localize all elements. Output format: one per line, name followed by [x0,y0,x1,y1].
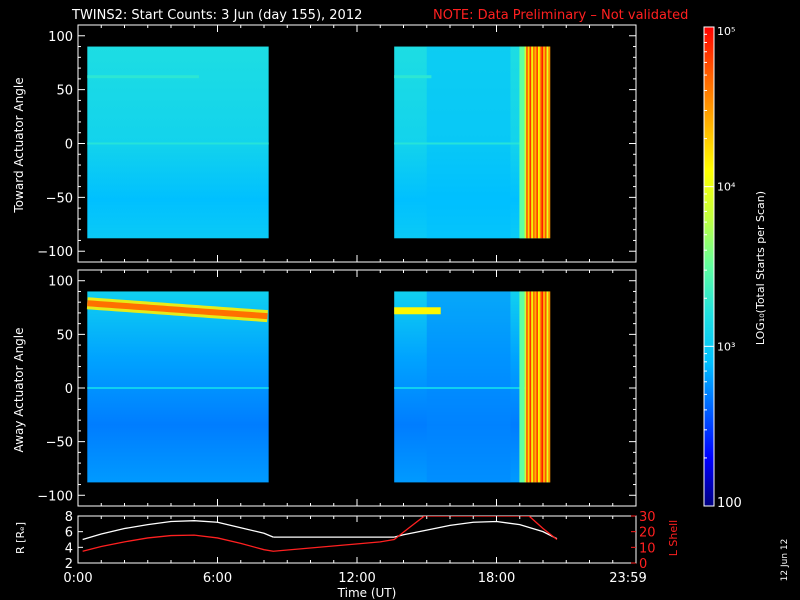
ytick-label: −100 [37,245,73,260]
colorbar-tick-label: 10⁴ [717,181,736,194]
high-count-stripe [548,291,551,483]
high-count-stripe [548,46,551,239]
high-count-stripe [536,291,539,483]
heatmap-dim-strip [426,291,511,483]
heatmap-dim-strip [426,46,511,239]
lshell-ylabel: L Shell [667,520,680,556]
ytick-label: 0 [65,382,73,397]
ytick-label: 0 [65,138,73,153]
zero-angle-line [87,142,269,145]
r-tick-label: 2 [65,557,73,572]
colorbar-tick-label: 100 [717,496,742,511]
high-count-stripe [546,291,549,483]
high-count-stripe [527,291,530,483]
series-line-r [394,520,558,540]
heatmap-band-away [394,307,441,315]
high-count-stripe [524,46,527,239]
high-count-stripe [541,291,544,483]
high-count-stripe [538,46,541,239]
zero-angle-line [394,387,550,389]
ytick-label: −100 [37,489,73,504]
lshell-tick-label: 0 [639,557,647,572]
high-count-stripe [541,46,544,239]
ytick-label: −50 [46,191,73,206]
high-count-stripe [546,46,549,239]
high-count-stripe [529,46,532,239]
high-count-stripe [524,291,527,483]
time-tick-label: 18:00 [478,571,515,586]
time-tick-label: 0:00 [63,571,92,586]
high-count-stripe [531,291,534,483]
high-count-stripe [532,46,535,239]
colorbar-label: LOG₁₀(Total Starts per Scan) [754,191,767,345]
colorbar-tick-label: 10³ [717,340,735,353]
heatmap-band-toward [394,75,432,79]
high-count-stripe [539,46,542,239]
ytick-label: −50 [46,436,73,451]
colorbar-scale [703,26,715,507]
away-angle-panel: 100 50 0 −50 −100 [37,269,637,507]
ytick-label: 50 [56,328,73,343]
away-bright-band-core [87,300,268,320]
high-count-stripe [534,46,537,239]
time-tick-label: 6:00 [203,571,232,586]
lshell-tick-label: 20 [639,526,656,541]
high-count-stripe [526,291,529,483]
preliminary-note: NOTE: Data Preliminary – Not validated [433,8,688,23]
high-count-stripe [539,291,542,483]
orbit-lines [82,516,558,552]
high-count-stripe [532,291,535,483]
series-line-r [82,520,274,541]
heatmap-block-away-0 [87,291,269,483]
r-tick-label: 6 [65,526,73,541]
transition-column [519,291,525,483]
ytick-label: 50 [56,84,73,99]
ytick-label: 100 [48,275,73,290]
high-count-stripe [543,291,546,483]
figure-title: TWINS2: Start Counts: 3 Jun (day 155), 2… [71,8,362,23]
time-xlabel: Time (UT) [337,586,397,600]
r-tick-label: 8 [65,510,73,525]
high-count-stripe [529,291,532,483]
heatmap-block-toward-0 [87,46,269,239]
heatmap-band-toward [87,75,199,79]
high-count-stripe [538,291,541,483]
lshell-tick-label: 10 [639,541,656,556]
transition-column [519,46,525,239]
time-tick-label: 12:00 [338,571,375,586]
colorbar-tick-label: 10⁵ [717,25,735,38]
zero-angle-line [394,142,550,145]
high-count-stripe [544,291,547,483]
r-ylabel: R [Rₑ] [14,522,27,554]
colorbar: 10⁵ 10⁴ 10³ 100 [703,25,742,511]
time-tick-label: 23:59 [609,571,646,586]
high-count-stripe [534,291,537,483]
side-date: 12 Jun 12 [780,539,790,582]
zero-angle-line [87,387,269,389]
high-count-stripe [531,46,534,239]
ytick-label: 100 [48,30,73,45]
high-count-stripe [527,46,530,239]
away-ylabel: Away Actuator Angle [12,327,26,452]
toward-ylabel: Toward Actuator Angle [12,77,26,213]
high-count-stripe [536,46,539,239]
lshell-tick-label: 30 [639,510,656,525]
series-line-l-shell [82,516,558,552]
high-count-stripe [543,46,546,239]
r-tick-label: 4 [65,541,73,556]
toward-angle-panel: 100 50 0 −50 −100 [37,24,637,263]
high-count-stripe [526,46,529,239]
high-count-stripe [544,46,547,239]
